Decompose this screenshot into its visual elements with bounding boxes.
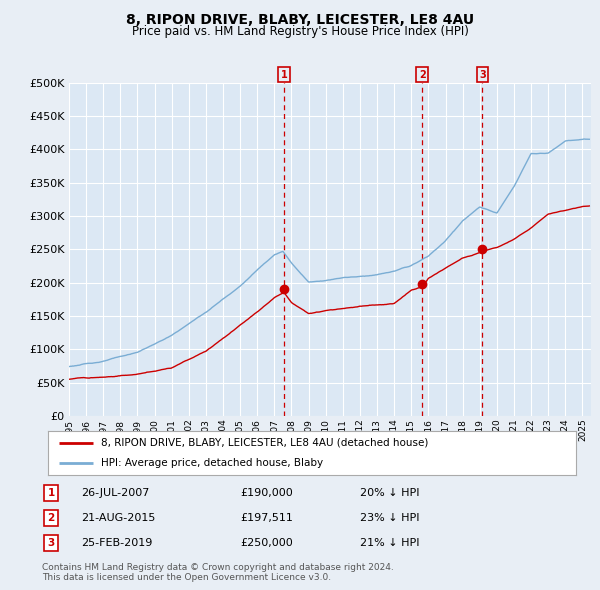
Text: Price paid vs. HM Land Registry's House Price Index (HPI): Price paid vs. HM Land Registry's House … (131, 25, 469, 38)
Text: 3: 3 (479, 70, 485, 80)
Text: £197,511: £197,511 (240, 513, 293, 523)
Text: 1: 1 (47, 489, 55, 498)
Text: £250,000: £250,000 (240, 538, 293, 548)
Text: £190,000: £190,000 (240, 489, 293, 498)
Text: 21-AUG-2015: 21-AUG-2015 (81, 513, 155, 523)
Text: 2: 2 (419, 70, 425, 80)
Text: Contains HM Land Registry data © Crown copyright and database right 2024.
This d: Contains HM Land Registry data © Crown c… (42, 563, 394, 582)
Text: 2: 2 (47, 513, 55, 523)
Text: 23% ↓ HPI: 23% ↓ HPI (360, 513, 419, 523)
Text: 3: 3 (47, 538, 55, 548)
Text: 8, RIPON DRIVE, BLABY, LEICESTER, LE8 4AU: 8, RIPON DRIVE, BLABY, LEICESTER, LE8 4A… (126, 13, 474, 27)
Text: 25-FEB-2019: 25-FEB-2019 (81, 538, 152, 548)
Text: 8, RIPON DRIVE, BLABY, LEICESTER, LE8 4AU (detached house): 8, RIPON DRIVE, BLABY, LEICESTER, LE8 4A… (101, 438, 428, 448)
Text: HPI: Average price, detached house, Blaby: HPI: Average price, detached house, Blab… (101, 458, 323, 468)
Text: 21% ↓ HPI: 21% ↓ HPI (360, 538, 419, 548)
Text: 1: 1 (281, 70, 287, 80)
Text: 20% ↓ HPI: 20% ↓ HPI (360, 489, 419, 498)
Text: 26-JUL-2007: 26-JUL-2007 (81, 489, 149, 498)
